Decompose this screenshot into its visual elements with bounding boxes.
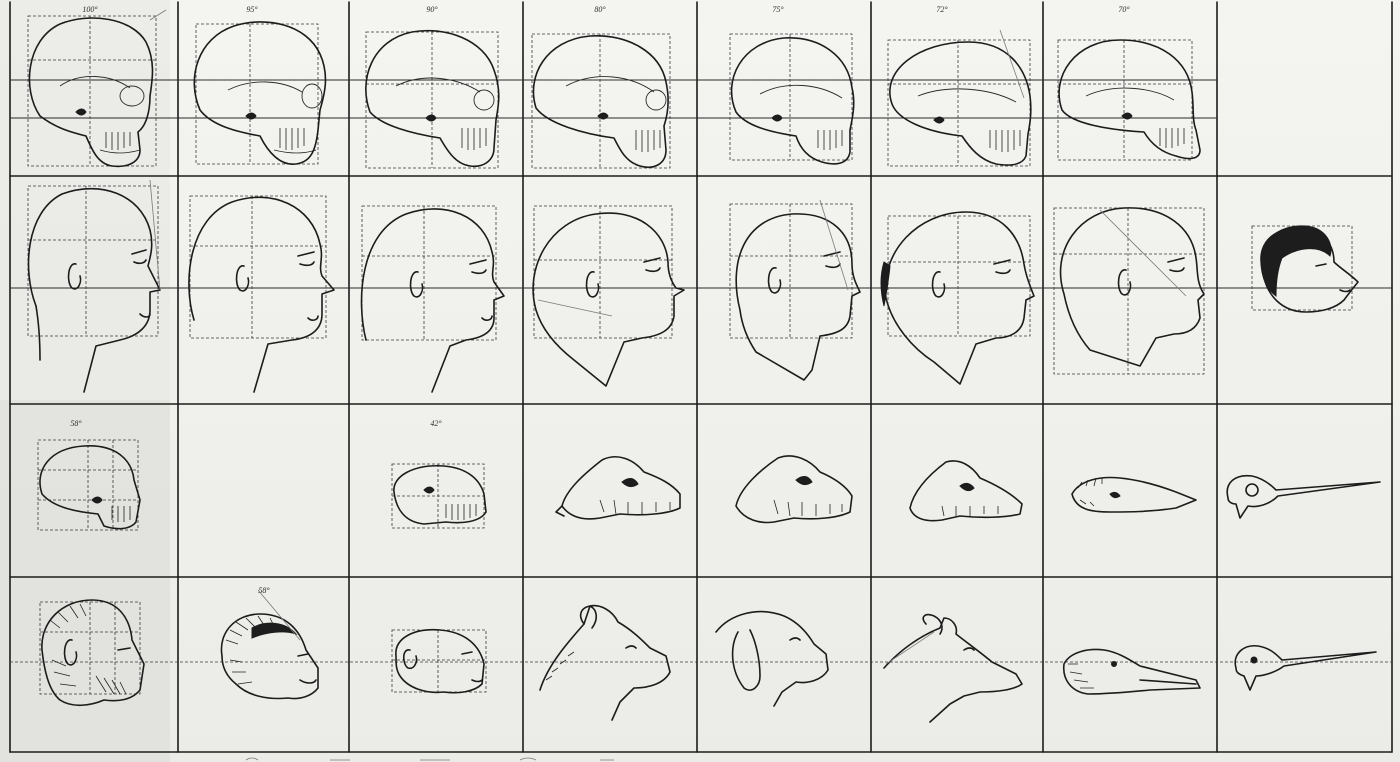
angle-caption: 70° [1118, 5, 1129, 14]
angle-caption: 72° [936, 5, 947, 14]
row-2-human-heads [28, 180, 1358, 392]
angle-caption: 80° [594, 5, 605, 14]
angle-caption: 90° [426, 5, 437, 14]
plate-grid [10, 2, 1392, 752]
row-1-human-skulls [28, 10, 1200, 168]
angle-caption: 75° [772, 5, 783, 14]
row-4-animal-heads [40, 590, 1376, 722]
angle-caption: 95° [246, 5, 257, 14]
bottom-caption-marks [246, 758, 614, 760]
angle-caption: 42° [430, 419, 441, 428]
angle-caption: 100° [82, 5, 97, 14]
row-3-animal-skulls [38, 440, 1380, 530]
angle-caption: 58° [258, 586, 269, 595]
angle-caption: 58° [70, 419, 81, 428]
